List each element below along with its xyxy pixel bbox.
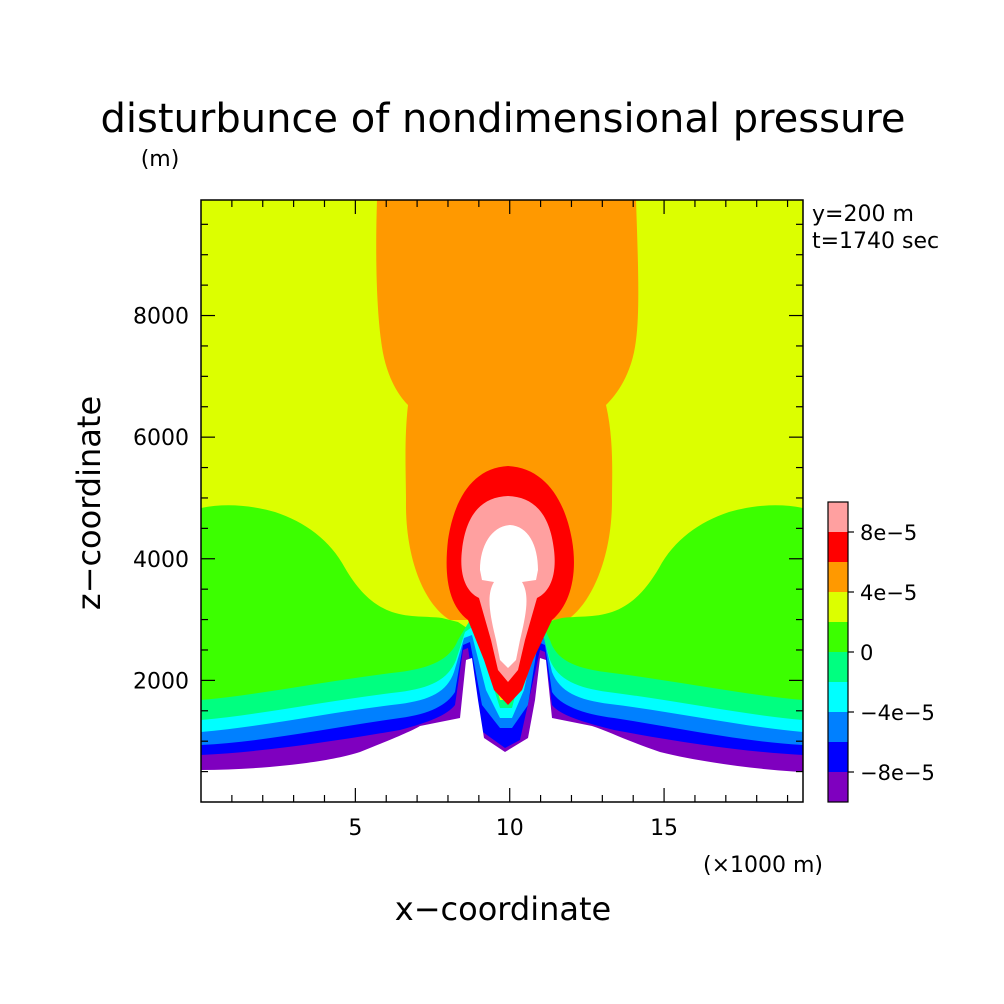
colorbar-swatch: [828, 682, 848, 712]
colorbar-swatch: [828, 532, 848, 562]
contour-region-ground: [201, 658, 803, 802]
colorbar-swatch: [828, 712, 848, 742]
colorbar-swatch: [828, 592, 848, 622]
x-tick-label: 10: [496, 816, 524, 841]
colorbar-label: −4e−5: [860, 701, 935, 725]
x-axis-label: x−coordinate: [395, 890, 611, 928]
colorbar-label: 0: [860, 641, 873, 665]
colorbar-swatch: [828, 742, 848, 772]
annotation-t: t=1740 sec: [812, 229, 939, 254]
y-tick-label: 4000: [133, 548, 189, 573]
x-axis-unit: (×1000 m): [703, 853, 823, 878]
x-tick-labels: 5 10 15: [348, 816, 678, 841]
x-tick-label: 15: [650, 816, 678, 841]
y-tick-label: 2000: [133, 669, 189, 694]
colorbar-label: −8e−5: [860, 761, 935, 785]
contour-fields: [201, 200, 803, 802]
colorbar-swatch: [828, 502, 848, 532]
contour-region-orange: [376, 200, 639, 620]
y-axis-label: z−coordinate: [70, 396, 108, 610]
colorbar-swatch: [828, 772, 848, 802]
colorbar-label: 4e−5: [860, 581, 917, 605]
colorbar-label: 8e−5: [860, 521, 917, 545]
contour-region-white-core: [480, 525, 538, 668]
annotation-y: y=200 m: [812, 202, 914, 227]
colorbar-swatch: [828, 622, 848, 652]
y-tick-label: 6000: [133, 426, 189, 451]
y-tick-label: 8000: [133, 305, 189, 330]
chart-title: disturbunce of nondimensional pressure: [101, 96, 906, 142]
colorbar: −8e−5 −4e−5 0 4e−5 8e−5: [827, 501, 935, 803]
plot-frame: [200, 199, 804, 803]
x-tick-label: 5: [348, 816, 362, 841]
y-axis-unit: (m): [141, 147, 180, 172]
colorbar-swatch: [828, 652, 848, 682]
axis-ticks: [201, 200, 803, 802]
colorbar-swatch: [828, 562, 848, 592]
y-tick-labels: 2000 4000 6000 8000: [133, 305, 189, 695]
